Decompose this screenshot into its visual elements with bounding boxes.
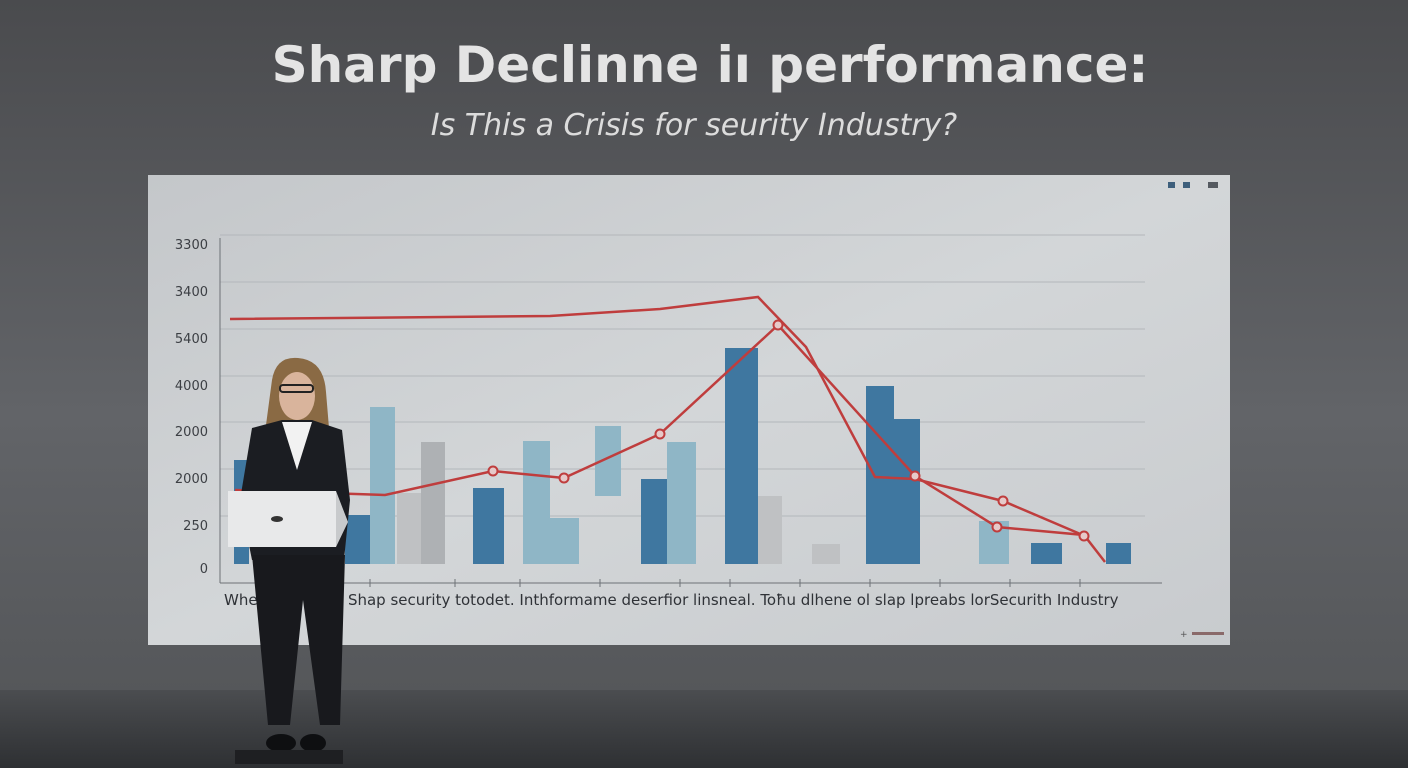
bar [421, 442, 445, 564]
y-label: 2000 [175, 472, 208, 487]
bar [345, 515, 370, 564]
y-label: 4000 [175, 379, 208, 394]
bar [667, 442, 696, 564]
bar [550, 518, 579, 564]
markers [487, 319, 1090, 542]
y-label: 250 [183, 519, 208, 534]
bar [523, 441, 550, 564]
marker [654, 428, 666, 440]
y-axis: 3300 3400 5400 4000 2000 2000 250 0 [175, 234, 1145, 587]
bar [758, 496, 782, 564]
bar [641, 479, 667, 564]
y-label: 0 [200, 562, 208, 577]
y-label: 3300 [175, 238, 208, 253]
marker [991, 521, 1003, 533]
bar [725, 348, 758, 564]
y-label: 5400 [175, 332, 208, 347]
subtitle: Is This a Crisis for seurity Industry? [431, 108, 958, 143]
y-label: 2000 [175, 425, 208, 440]
bar [1031, 543, 1062, 564]
trend-lines [229, 295, 1106, 563]
marker [997, 495, 1009, 507]
screen-footer: + [1180, 630, 1224, 640]
bar [893, 419, 920, 564]
caption: a Shap security totodet. Inthformame des… [334, 591, 1119, 609]
floor [0, 690, 1408, 768]
bar [812, 544, 840, 564]
marker [1078, 530, 1090, 542]
bar [1106, 543, 1131, 564]
bar [473, 488, 504, 564]
title: Sharp Declinne iı performance: [272, 36, 1149, 94]
presenter [228, 357, 350, 764]
marker [487, 465, 499, 477]
y-label: 3400 [175, 285, 208, 300]
svg-text:+: + [1180, 630, 1188, 640]
marker [772, 319, 784, 331]
bar [397, 493, 422, 564]
marker [558, 472, 570, 484]
legend-dots [1168, 182, 1218, 188]
bar [370, 407, 395, 564]
bar [866, 386, 894, 564]
marker [909, 470, 921, 482]
